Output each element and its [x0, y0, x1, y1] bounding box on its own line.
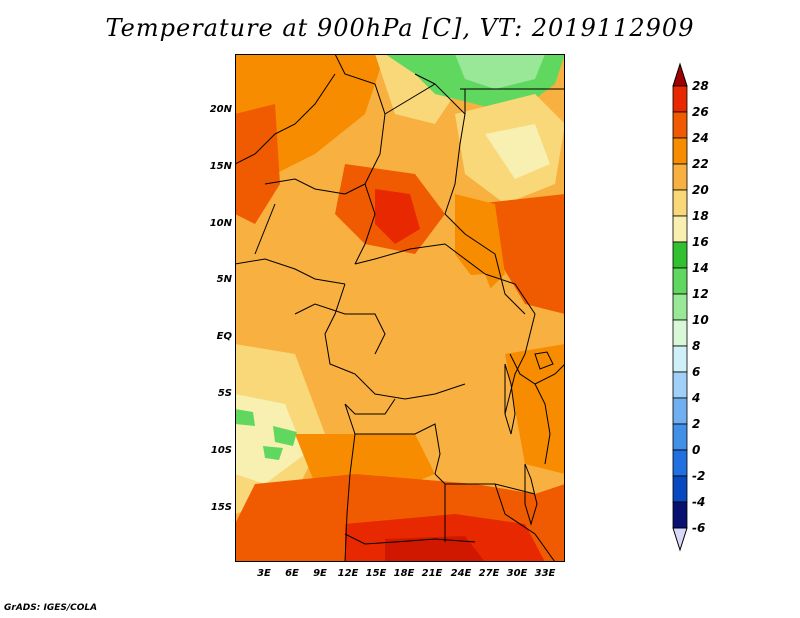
x-tick-33e: 33E [534, 568, 556, 579]
field-cream-sudan [485, 124, 550, 179]
y-tick-15n: 15N [209, 161, 232, 172]
colorbar-swatch [672, 397, 688, 425]
colorbar-label: -6 [692, 521, 706, 535]
field-lightgreen-north [455, 54, 545, 89]
colorbar-swatch [672, 449, 688, 477]
x-tick-12e: 12E [337, 568, 359, 579]
field-green-coast-3 [263, 446, 283, 460]
colorbar-swatch [672, 345, 688, 373]
lakes [504, 351, 554, 526]
colorbar-label: 18 [692, 209, 709, 223]
field-green-coast-2 [273, 426, 297, 446]
colorbar-swatch [672, 85, 688, 113]
colorbar-swatch [672, 215, 688, 243]
colorbar-swatch [672, 475, 688, 503]
colorbar-swatch [672, 163, 688, 191]
y-tick-5s: 5S [217, 388, 232, 399]
colorbar-swatch [672, 189, 688, 217]
field-green-coast [235, 409, 255, 426]
y-tick-10s: 10S [210, 445, 232, 456]
x-tick-3e: 3E [257, 568, 271, 579]
y-tick-10n: 10N [209, 218, 232, 229]
y-tick-15s: 15S [210, 502, 232, 513]
field-basin [345, 274, 515, 424]
x-tick-9e: 9E [313, 568, 327, 579]
colorbar-swatch [672, 371, 688, 399]
field-hot-nw [235, 104, 280, 224]
x-tick-18e: 18E [393, 568, 415, 579]
x-tick-21e: 21E [421, 568, 443, 579]
x-tick-30e: 30E [506, 568, 528, 579]
colorbar-label: 24 [692, 131, 709, 145]
y-tick-5n: 5N [216, 274, 232, 285]
colorbar-label: 20 [692, 183, 709, 197]
x-tick-15e: 15E [365, 568, 387, 579]
x-tick-27e: 27E [478, 568, 500, 579]
colorbar-label: 4 [692, 391, 701, 405]
temperature-map [235, 54, 565, 562]
colorbar-label: 0 [692, 443, 701, 457]
colorbar-swatch [672, 267, 688, 295]
map-frame [235, 54, 565, 562]
credit-text: GrADS: IGES/COLA [4, 603, 98, 613]
colorbar-label: 6 [692, 365, 701, 379]
field-core-south [385, 536, 485, 562]
map-canvas [235, 54, 565, 562]
colorbar-label: 2 [692, 417, 701, 431]
colorbar-label: -2 [692, 469, 706, 483]
colorbar-swatch [672, 137, 688, 165]
colorbar-top-arrow [672, 62, 688, 87]
country-borders [235, 54, 565, 562]
x-tick-6e: 6E [285, 568, 299, 579]
colorbar [672, 62, 688, 552]
colorbar-label: 12 [692, 287, 709, 301]
y-tick-20n: 20N [209, 104, 232, 115]
x-tick-24e: 24E [450, 568, 472, 579]
colorbar-label: 10 [692, 313, 709, 327]
colorbar-label: 16 [692, 235, 709, 249]
colorbar-label: -4 [692, 495, 706, 509]
colorbar-bottom-arrow [672, 527, 688, 552]
y-tick-eq: EQ [216, 331, 232, 342]
colorbar-swatch [672, 319, 688, 347]
colorbar-label: 14 [692, 261, 709, 275]
colorbar-label: 8 [692, 339, 701, 353]
colorbar-swatch [672, 111, 688, 139]
colorbar-swatch [672, 423, 688, 451]
colorbar-label: 22 [692, 157, 709, 171]
colorbar-label: 26 [692, 105, 709, 119]
field-veryhot-chad [375, 189, 420, 244]
colorbar-swatch [672, 501, 688, 529]
chart-title: Temperature at 900hPa [C], VT: 201911290… [105, 14, 695, 42]
colorbar-swatch [672, 241, 688, 269]
colorbar-swatch [672, 293, 688, 321]
colorbar-label: 28 [692, 79, 709, 93]
